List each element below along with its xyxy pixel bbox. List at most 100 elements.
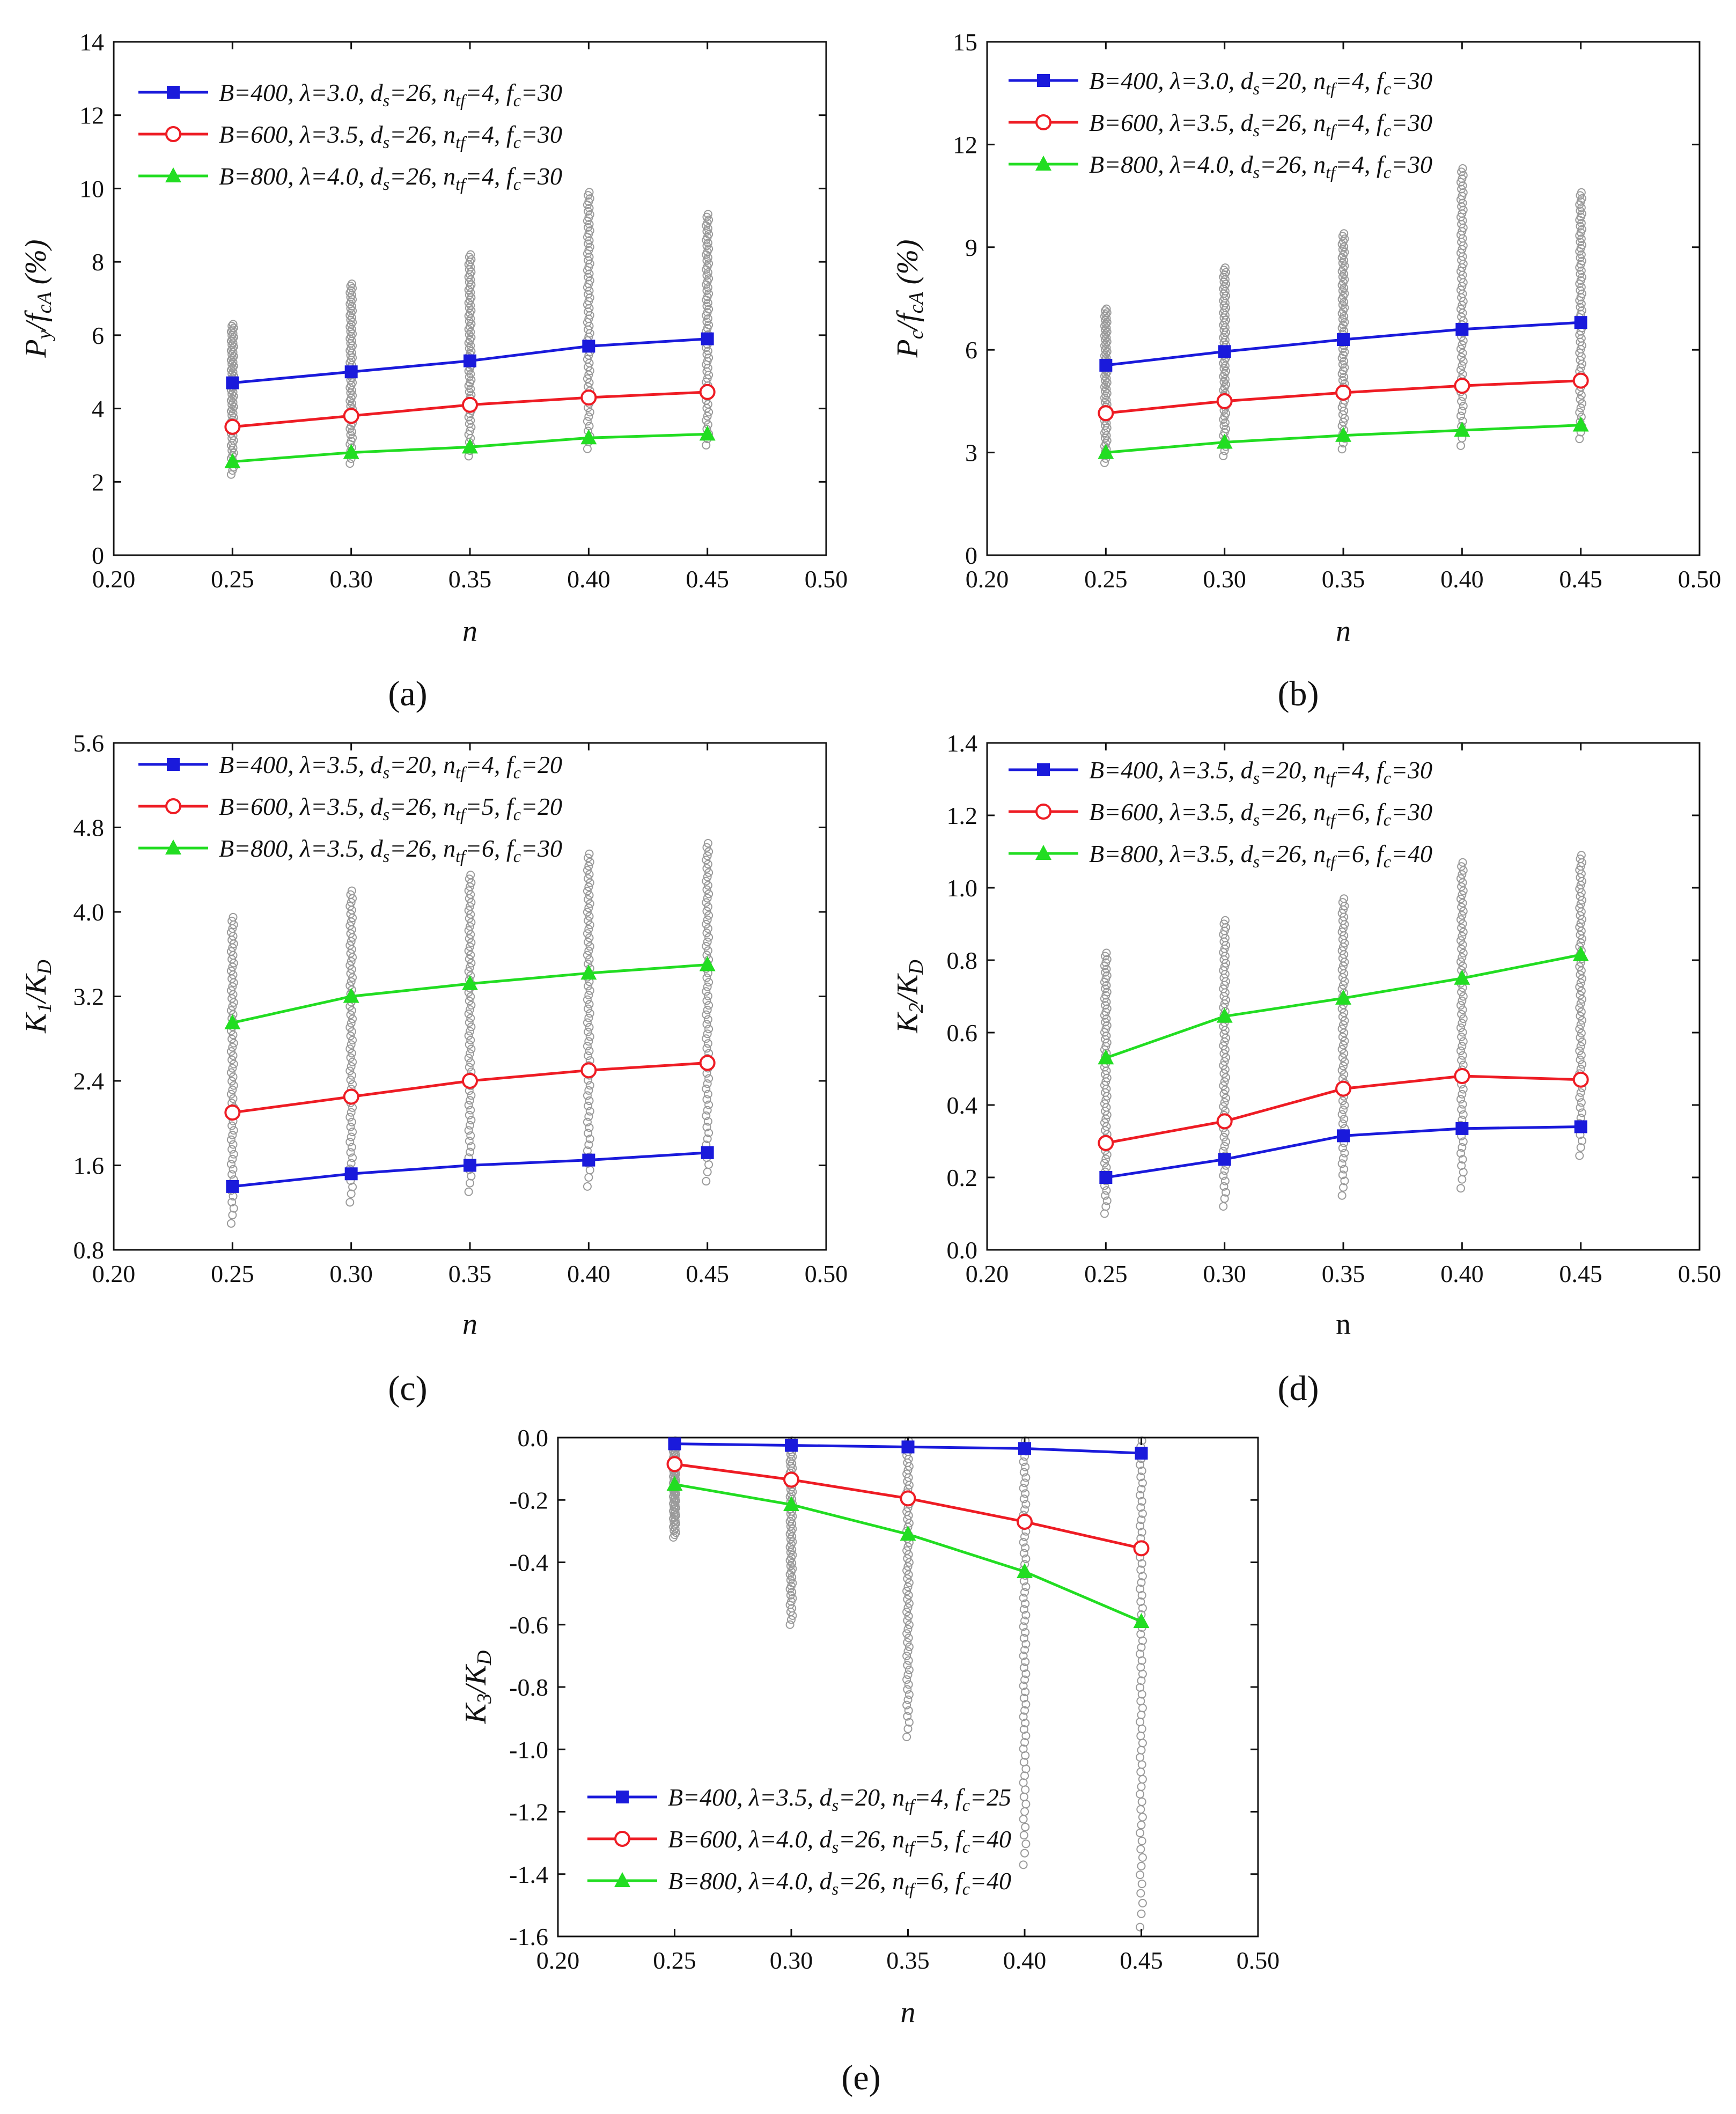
scatter-point: [703, 1135, 712, 1144]
scatter-point: [585, 858, 594, 867]
scatter-point: [703, 915, 712, 924]
scatter-point: [1137, 1642, 1146, 1652]
x-tick-label: 0.40: [567, 1260, 610, 1287]
y-tick-label: 1.2: [947, 802, 978, 829]
scatter-point: [1101, 326, 1110, 335]
data-marker: [1098, 444, 1114, 459]
scatter-point: [1576, 1143, 1585, 1152]
scatter-point: [346, 890, 355, 899]
scatter-point: [903, 1638, 912, 1647]
data-marker: [1218, 1153, 1231, 1166]
scatter-point: [465, 997, 474, 1006]
data-marker: [1018, 1442, 1031, 1455]
scatter-point: [1456, 1184, 1465, 1193]
scatter-point: [1578, 1108, 1587, 1117]
scatter-point: [1136, 1663, 1145, 1672]
scatter-point: [702, 885, 711, 894]
scatter-point: [1101, 1191, 1110, 1200]
scatter-point: [1457, 397, 1466, 406]
scatter-point: [345, 961, 355, 970]
scatter-point: [1222, 268, 1231, 277]
legend-marker: [165, 798, 181, 814]
scatter-point: [904, 1718, 914, 1727]
scatter-point: [467, 1044, 476, 1054]
scatter-point: [348, 378, 357, 387]
scatter-point: [1457, 944, 1466, 953]
scatter-point: [1456, 1023, 1465, 1032]
scatter-point: [347, 1189, 356, 1198]
legend-entry: B=400, λ=3.5, ds=20, ntf=4, fc=20: [219, 751, 562, 782]
scatter-point: [348, 1182, 357, 1191]
scatter-point: [1456, 411, 1465, 421]
scatter-point: [1137, 1497, 1146, 1506]
scatter-point: [467, 293, 476, 302]
scatter-point: [1456, 285, 1465, 294]
scatter-point: [229, 912, 238, 922]
scatter-point: [704, 1025, 713, 1034]
scatter-point: [1100, 458, 1109, 467]
scatter-point: [702, 864, 711, 873]
x-tick-label: 0.30: [1203, 565, 1246, 593]
scatter-cloud: [1100, 164, 1587, 467]
scatter-point: [467, 959, 476, 968]
scatter-point: [1578, 974, 1587, 983]
scatter-point: [346, 1148, 355, 1157]
scatter-point: [1019, 1593, 1028, 1602]
scatter-point: [348, 391, 357, 400]
scatter-point: [348, 1153, 357, 1162]
scatter-point: [1339, 1154, 1348, 1163]
legend-entry: B=400, λ=3.0, ds=20, ntf=4, fc=30: [1089, 67, 1432, 98]
data-marker: [1454, 422, 1470, 437]
scatter-point: [903, 1661, 912, 1670]
scatter-point: [1136, 1923, 1145, 1932]
y-tick-label: 10: [79, 175, 104, 202]
scatter-point: [1337, 909, 1347, 918]
y-tick-label: 5.6: [73, 730, 105, 757]
scatter-point: [466, 1147, 474, 1157]
scatter-point: [1021, 1657, 1030, 1666]
scatter-point: [1458, 858, 1467, 867]
scatter-point: [702, 1123, 711, 1132]
scatter-point: [465, 934, 474, 943]
scatter-point: [347, 1027, 356, 1036]
scatter-point: [1101, 339, 1110, 348]
legend-marker: [1037, 74, 1050, 87]
scatter-point: [703, 839, 712, 848]
scatter-point: [1458, 1042, 1467, 1051]
legend-marker: [167, 86, 180, 99]
scatter-point: [1019, 1712, 1028, 1721]
data-marker: [1337, 333, 1350, 347]
scatter-point: [1340, 229, 1349, 238]
scatter-point: [1019, 1681, 1028, 1690]
scatter-point: [1136, 1472, 1145, 1482]
y-tick-label: 3.2: [73, 983, 105, 1011]
scatter-point: [1101, 306, 1110, 315]
y-tick-label: 2.4: [73, 1067, 105, 1095]
x-tick-label: 0.25: [653, 1947, 696, 1974]
scatter-point: [1020, 1616, 1029, 1625]
scatter-point: [584, 882, 593, 892]
y-tick-label: 0.8: [73, 1236, 105, 1264]
scatter-point: [703, 982, 712, 991]
scatter-point: [1458, 996, 1467, 1005]
scatter-point: [1576, 1088, 1585, 1097]
scatter-point: [1021, 1700, 1031, 1709]
y-tick-label: 0: [965, 542, 977, 569]
scatter-point: [466, 1096, 474, 1105]
scatter-point: [1137, 1821, 1146, 1830]
data-marker: [1335, 989, 1351, 1005]
scatter-point: [1222, 304, 1231, 313]
scatter-point: [229, 1059, 238, 1069]
x-tick-label: 0.35: [886, 1947, 930, 1974]
data-marker: [1572, 946, 1589, 961]
scatter-point: [584, 1173, 593, 1182]
scatter-point: [1021, 1719, 1030, 1728]
scatter-point: [702, 907, 711, 916]
legend-marker: [1037, 763, 1050, 776]
data-marker: [580, 964, 597, 980]
scatter-point: [1222, 1188, 1231, 1197]
scatter-point: [1137, 1528, 1146, 1537]
legend-entry: B=800, λ=3.5, ds=26, ntf=6, fc=40: [1089, 840, 1432, 871]
scatter-point: [227, 1034, 237, 1043]
scatter-point: [1136, 1732, 1145, 1741]
